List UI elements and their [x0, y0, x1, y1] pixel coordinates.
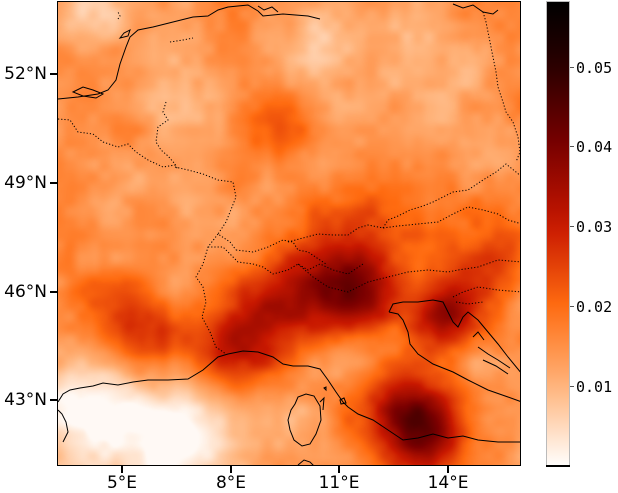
lon-tick-5e: 5°E	[92, 466, 152, 493]
tick-mark	[570, 146, 574, 147]
lon-tick-label: 14°E	[427, 473, 469, 493]
colorbar-bottom-edge	[546, 465, 570, 467]
tick-mark	[50, 182, 57, 184]
tick-mark	[447, 466, 449, 473]
colorbar-tick-005: 0.05	[570, 58, 618, 78]
coastlines	[58, 3, 520, 465]
colorbar	[546, 1, 570, 466]
colorbar-tick-label: 0.03	[576, 218, 613, 236]
map-outlines	[58, 3, 520, 465]
heatmap-field	[58, 2, 520, 465]
colorbar-tick-label: 0.05	[576, 59, 613, 77]
tick-mark	[121, 466, 123, 473]
tick-mark	[230, 466, 232, 473]
lon-tick-8e: 8°E	[201, 466, 261, 493]
tick-mark	[50, 291, 57, 293]
lon-tick-14e: 14°E	[418, 466, 478, 493]
lon-tick-11e: 11°E	[309, 466, 369, 493]
colorbar-tick-label: 0.01	[576, 378, 613, 396]
colorbar-tick-label: 0.02	[576, 298, 613, 316]
lat-tick-43n: 43°N	[0, 390, 57, 410]
colorbar-tick-003: 0.03	[570, 217, 618, 237]
lon-tick-label: 5°E	[106, 473, 138, 493]
lat-tick-label: 43°N	[4, 390, 47, 410]
lat-tick-label: 49°N	[4, 173, 47, 193]
tick-mark	[338, 466, 340, 473]
tick-mark	[570, 386, 574, 387]
lat-tick-49n: 49°N	[0, 173, 57, 193]
map-panel	[57, 1, 521, 466]
lat-tick-label: 52°N	[4, 64, 47, 84]
tick-mark	[50, 73, 57, 75]
lat-tick-52n: 52°N	[0, 64, 57, 84]
tick-mark	[570, 226, 574, 227]
colorbar-tick-label: 0.04	[576, 138, 613, 156]
lon-tick-label: 11°E	[318, 473, 360, 493]
lon-tick-label: 8°E	[215, 473, 247, 493]
tick-mark	[570, 67, 574, 68]
tick-mark	[50, 399, 57, 401]
lat-tick-label: 46°N	[4, 282, 47, 302]
tick-mark	[570, 306, 574, 307]
country-borders	[58, 11, 520, 355]
colorbar-tick-002: 0.02	[570, 297, 618, 317]
colorbar-tick-004: 0.04	[570, 137, 618, 157]
lat-tick-46n: 46°N	[0, 282, 57, 302]
colorbar-tick-001: 0.01	[570, 377, 618, 397]
